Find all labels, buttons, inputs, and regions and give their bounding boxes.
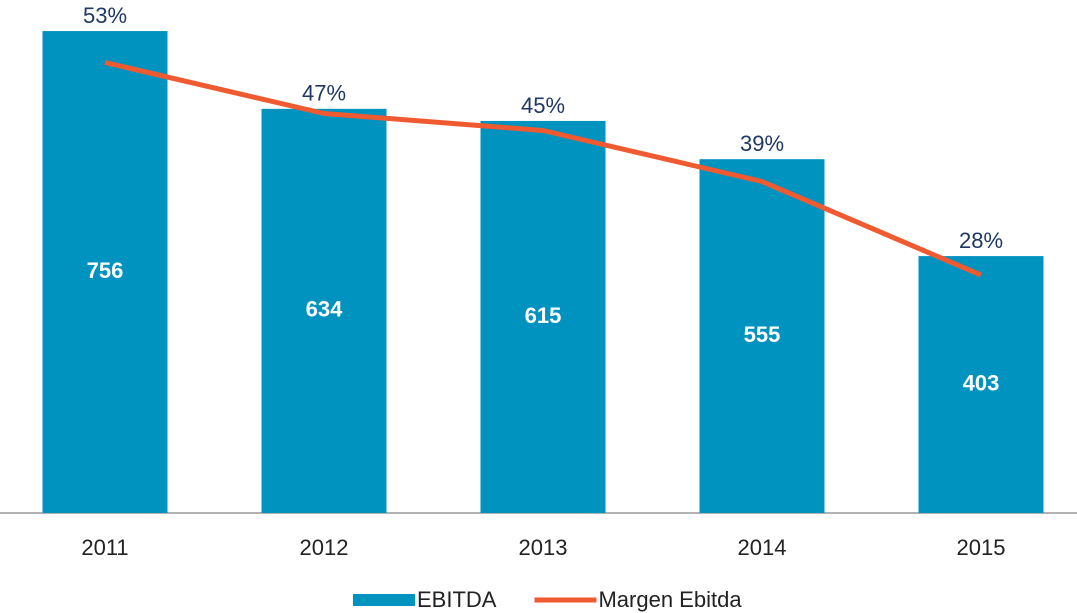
x-tick-label: 2011 <box>81 535 128 560</box>
x-tick-label: 2015 <box>957 535 1006 560</box>
legend-label: Margen Ebitda <box>598 587 742 612</box>
x-tick-label: 2012 <box>300 535 349 560</box>
bar <box>699 159 825 513</box>
bar-value-label: 555 <box>744 322 781 347</box>
bar-value-label: 615 <box>525 303 562 328</box>
bar-value-label: 634 <box>306 297 343 322</box>
bar-value-label: 403 <box>963 370 1000 395</box>
line-value-label: 47% <box>302 81 346 106</box>
line-value-label: 28% <box>959 228 1003 253</box>
line-value-label: 53% <box>83 3 127 28</box>
bar <box>261 108 387 513</box>
bar-value-label: 756 <box>87 258 124 283</box>
bar <box>480 120 606 513</box>
line <box>104 60 982 278</box>
legend-swatch <box>353 594 415 606</box>
bar <box>918 256 1044 513</box>
bar <box>42 31 168 514</box>
legend-label: EBITDA <box>417 587 497 612</box>
line-value-label: 45% <box>521 93 565 118</box>
line-value-label: 39% <box>740 131 784 156</box>
x-tick-label: 2013 <box>519 535 568 560</box>
x-tick-label: 2014 <box>738 535 787 560</box>
